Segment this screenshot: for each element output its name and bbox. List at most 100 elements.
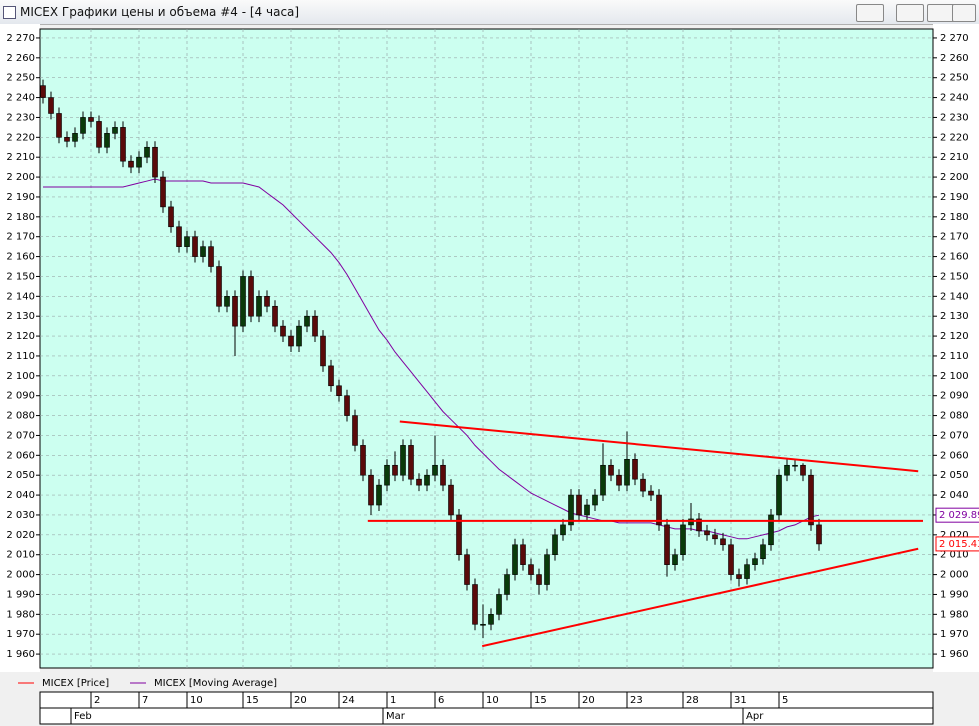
- candle-body: [816, 524, 822, 545]
- candle-body: [72, 133, 78, 142]
- y-tick-label: 2 180: [6, 212, 35, 223]
- candle-body: [760, 544, 766, 559]
- y-tick-label: 2 250: [6, 73, 35, 84]
- candle-body: [568, 494, 574, 526]
- x-tick-label: 15: [534, 695, 547, 706]
- y-tick-label-right: 2 120: [940, 331, 969, 342]
- candle-body: [304, 315, 310, 327]
- minimize-button[interactable]: [896, 4, 924, 22]
- y-tick-label-right: 2 230: [940, 112, 969, 123]
- x-tick-label: 1: [390, 695, 396, 706]
- candle-body: [432, 464, 438, 476]
- chart: 1 960 1 960 1 970 1 970 1 980 1 980 1 990 1 990…: [0, 24, 979, 725]
- y-tick-label-right: 1 960: [940, 649, 969, 660]
- close-button[interactable]: [952, 4, 976, 22]
- candle-body: [416, 478, 422, 486]
- candle-body: [368, 474, 374, 506]
- candle-body: [112, 127, 118, 134]
- candle-body: [64, 137, 70, 142]
- x-tick-label: 5: [782, 695, 788, 706]
- candle-body: [600, 464, 606, 496]
- candle-body: [352, 415, 358, 446]
- y-tick-label-right: 2 250: [940, 73, 969, 84]
- candle-body: [96, 121, 102, 148]
- candle-body: [80, 117, 86, 134]
- x-tick-label: 20: [294, 695, 307, 706]
- y-tick-label-right: 2 050: [940, 470, 969, 481]
- candle-body: [296, 325, 302, 347]
- candle-body: [336, 385, 342, 397]
- candle-body: [592, 494, 598, 506]
- candle-body: [648, 490, 654, 496]
- candle-body: [40, 85, 46, 98]
- y-tick-label: 2 030: [6, 510, 35, 521]
- title-bar: MICEX Графики цены и объема #4 - [4 часа…: [0, 0, 979, 25]
- y-tick-label-right: 2 020: [940, 530, 969, 541]
- y-tick-label: 2 190: [6, 192, 35, 203]
- y-tick-label: 2 120: [6, 331, 35, 342]
- y-tick-label: 2 050: [6, 470, 35, 481]
- candle-body: [400, 445, 406, 476]
- candle-body: [728, 544, 734, 575]
- y-tick-label-right: 1 970: [940, 629, 969, 640]
- y-tick-label-right: 2 170: [940, 232, 969, 243]
- candle-body: [720, 538, 726, 546]
- candle-body: [376, 484, 382, 506]
- x-tick-label: 20: [582, 695, 595, 706]
- y-tick-label: 1 960: [6, 649, 35, 660]
- left-axis-panel: [0, 24, 40, 672]
- y-tick-label: 2 230: [6, 112, 35, 123]
- candle-body: [744, 564, 750, 579]
- candle-body: [552, 534, 558, 556]
- candle-body: [536, 574, 542, 585]
- candle-body: [504, 574, 510, 595]
- candle-body: [784, 464, 790, 476]
- candle-body: [160, 176, 166, 208]
- y-tick-label-right: 2 080: [940, 411, 969, 422]
- candle-body: [560, 524, 566, 536]
- y-tick-label: 2 000: [6, 570, 35, 581]
- candle-body: [328, 365, 334, 387]
- candle-body: [440, 464, 446, 486]
- plot-area: [39, 28, 934, 669]
- candle-body: [464, 554, 470, 585]
- y-tick-label: 2 100: [6, 371, 35, 382]
- candle-body: [528, 564, 534, 575]
- candle-body: [488, 614, 494, 625]
- trend-line: [481, 547, 919, 648]
- y-tick-label: 2 270: [6, 33, 35, 44]
- y-tick-label-right: 2 140: [940, 291, 969, 302]
- candle-body: [664, 524, 670, 565]
- candle-body: [424, 474, 430, 486]
- candle-body: [312, 315, 318, 337]
- candle-body: [280, 325, 286, 337]
- candle-body: [216, 266, 222, 307]
- y-tick-label-right: 2 180: [940, 212, 969, 223]
- candle-body: [456, 514, 462, 556]
- candle-body: [136, 156, 142, 168]
- candle-body: [48, 97, 54, 114]
- anchor-button[interactable]: [856, 4, 884, 22]
- y-tick-label-right: 2 090: [940, 391, 969, 402]
- candle-body: [224, 296, 230, 307]
- last-value-box: [935, 536, 979, 552]
- candle-body: [384, 464, 390, 486]
- y-tick-label: 2 210: [6, 152, 35, 163]
- candle-body: [120, 127, 126, 162]
- candle-body: [616, 474, 622, 486]
- maximize-button[interactable]: [927, 4, 955, 22]
- candle-body: [408, 445, 414, 480]
- y-tick-label: 2 080: [6, 411, 35, 422]
- y-tick-label: 2 170: [6, 232, 35, 243]
- x-tick-label: 7: [142, 695, 148, 706]
- y-tick-label-right: 1 980: [940, 609, 969, 620]
- y-tick-label: 2 020: [6, 530, 35, 541]
- candle-body: [184, 236, 190, 247]
- x-tick-label: 31: [734, 695, 747, 706]
- candle-body: [360, 445, 366, 476]
- candle-body: [680, 524, 686, 556]
- y-tick-label-right: 2 070: [940, 430, 969, 441]
- month-label: Mar: [386, 711, 406, 722]
- y-tick-label: 2 010: [6, 550, 35, 561]
